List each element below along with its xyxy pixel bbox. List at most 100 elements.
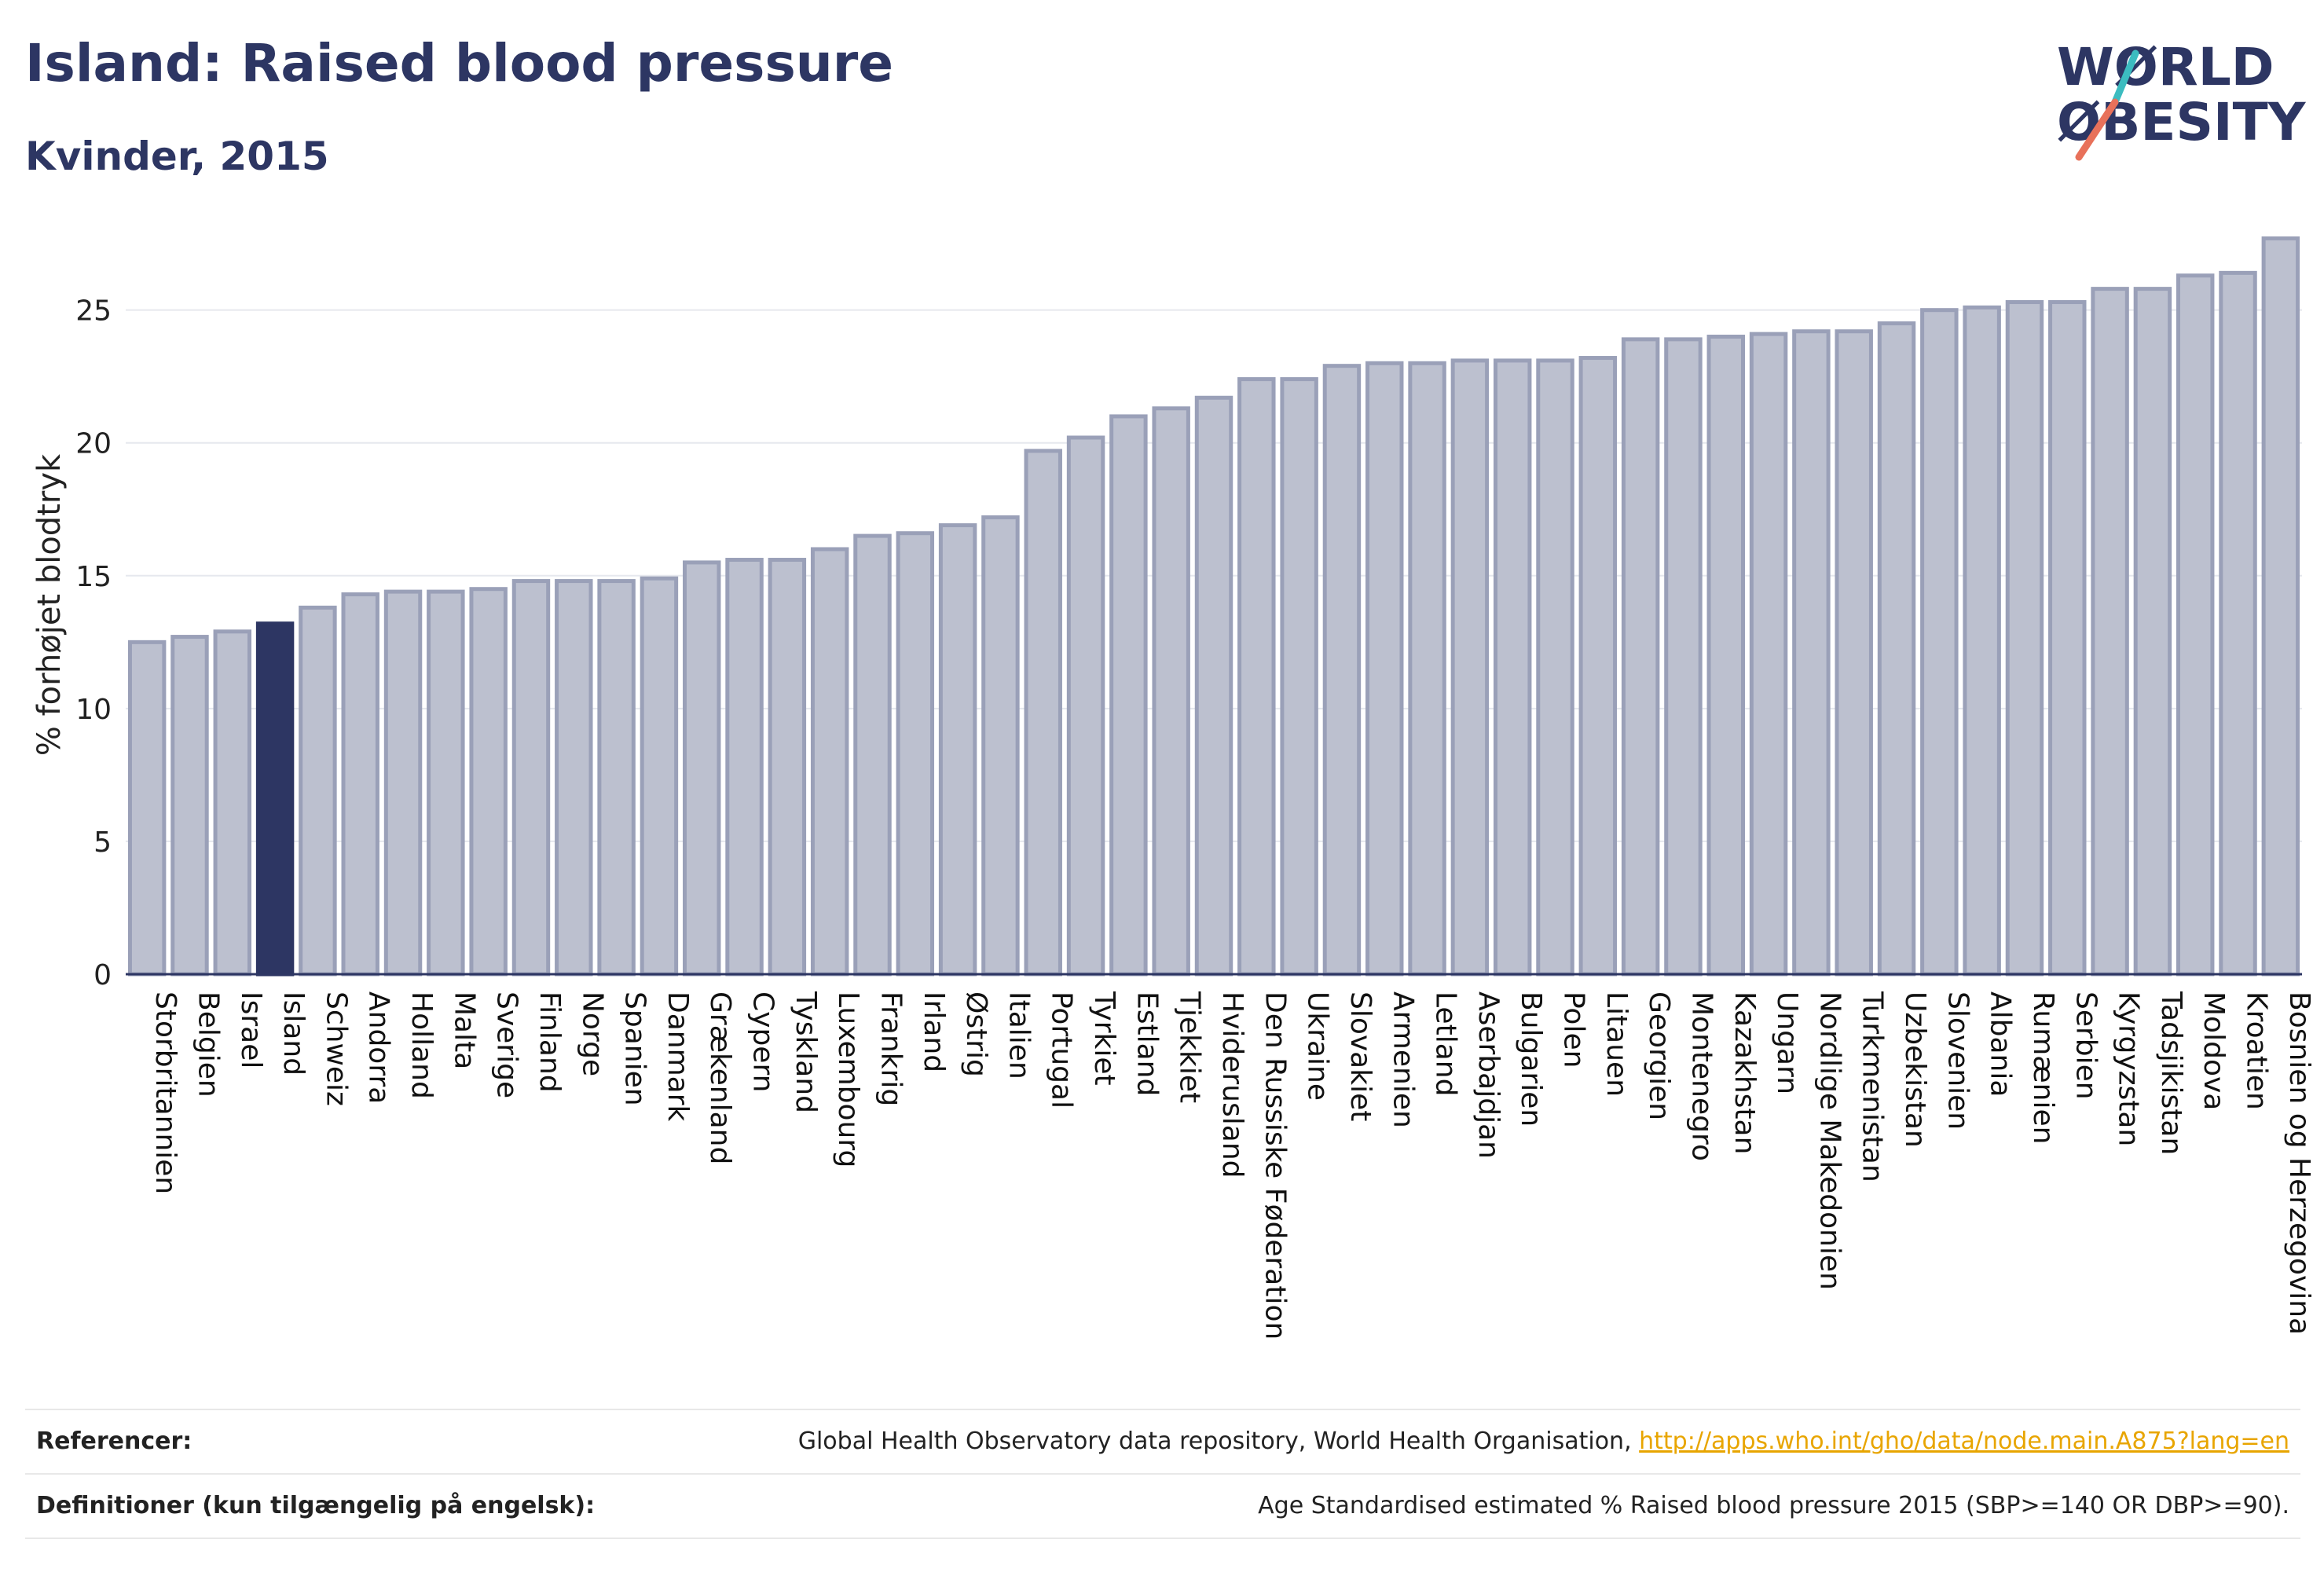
bar-slovenien[interactable] xyxy=(1920,308,1959,977)
bar-holland[interactable] xyxy=(383,589,423,977)
bar-aserbajdjan[interactable] xyxy=(1450,358,1490,977)
bar-nordlige-makedonien[interactable] xyxy=(1792,329,1831,977)
references-label: Referencer: xyxy=(36,1428,192,1455)
x-tick-label: Letland xyxy=(1430,991,1462,1096)
x-tick-label: Georgien xyxy=(1643,991,1675,1120)
bar-bosnien-og-herzegovina[interactable] xyxy=(2261,236,2300,977)
bar-tyskland[interactable] xyxy=(768,558,807,977)
x-tick-label: Storbritannien xyxy=(149,991,181,1194)
bar-norge[interactable] xyxy=(555,579,593,977)
x-tick-label: Ungarn xyxy=(1771,991,1803,1094)
bar-kyrgyzstan[interactable] xyxy=(2091,287,2129,977)
bar-montenegro[interactable] xyxy=(1664,337,1703,977)
bar-malta[interactable] xyxy=(427,589,465,977)
y-tick-label: 20 xyxy=(75,428,112,460)
bar-uzbekistan[interactable] xyxy=(1877,321,1916,977)
x-tick-label: Tjekkiet xyxy=(1174,991,1206,1103)
x-tick-label: Italien xyxy=(1003,991,1035,1079)
chart-title: Island: Raised blood pressure xyxy=(25,33,894,93)
bar-ukraine[interactable] xyxy=(1280,377,1318,977)
x-tick-label: Malta xyxy=(448,991,480,1069)
x-tick-label: Finland xyxy=(533,991,566,1093)
bar-storbritannien[interactable] xyxy=(127,640,167,977)
bar-bulgarien[interactable] xyxy=(1493,358,1532,977)
bar-rumænien[interactable] xyxy=(2005,300,2044,977)
x-tick-label: Østrig xyxy=(960,991,992,1077)
x-tick-label: Estland xyxy=(1131,991,1163,1096)
bar-frankrig[interactable] xyxy=(853,533,892,977)
x-tick-label: Frankrig xyxy=(874,991,907,1106)
x-tick-label: Andorra xyxy=(363,991,395,1104)
x-tick-label: Sverige xyxy=(491,991,523,1098)
bar-andorra[interactable] xyxy=(341,592,379,977)
bar-tadsjikistan[interactable] xyxy=(2133,287,2172,977)
x-tick-label: Cypern xyxy=(747,991,779,1092)
x-tick-label: Holland xyxy=(405,991,438,1099)
x-tick-label: Kroatien xyxy=(2241,991,2273,1110)
x-tick-label: Serbien xyxy=(2069,991,2102,1100)
bar-østrig[interactable] xyxy=(938,523,977,977)
bar-island[interactable] xyxy=(255,621,295,977)
bar-belgien[interactable] xyxy=(170,635,209,977)
bar-moldova[interactable] xyxy=(2176,273,2215,977)
x-tick-label: Spanien xyxy=(619,991,651,1106)
x-tick-label: Schweiz xyxy=(320,991,352,1106)
bar-albania[interactable] xyxy=(1963,305,2001,977)
bar-portugal[interactable] xyxy=(1024,449,1062,977)
references-link[interactable]: http://apps.who.int/gho/data/node.main.A… xyxy=(1639,1428,2289,1455)
bar-ungarn[interactable] xyxy=(1749,332,1788,977)
x-tick-label: Tadsjikistan xyxy=(2155,991,2187,1155)
bar-sverige[interactable] xyxy=(469,587,508,977)
bar-serbien[interactable] xyxy=(2048,300,2087,977)
x-tick-label: Belgien xyxy=(192,991,224,1098)
x-tick-label: Ukraine xyxy=(1302,991,1334,1101)
x-tick-label: Slovenien xyxy=(1941,991,1974,1130)
bar-chart: 0 5 10 15 20 25 Storbritannien Belgien Israel Isl… xyxy=(31,236,2315,1340)
bar-schweiz[interactable] xyxy=(299,605,337,977)
y-tick-label: 25 xyxy=(75,295,112,328)
bar-turkmenistan[interactable] xyxy=(1835,329,1873,977)
bar-armenien[interactable] xyxy=(1365,361,1404,977)
bar-spanien[interactable] xyxy=(597,579,636,977)
bar-grækenland[interactable] xyxy=(683,560,721,977)
y-tick-label: 0 xyxy=(93,959,112,991)
bar-polen[interactable] xyxy=(1536,358,1574,977)
references-row: Referencer: Global Health Observatory da… xyxy=(25,1409,2300,1473)
x-tick-label: Danmark xyxy=(662,991,694,1122)
bar-litauen[interactable] xyxy=(1578,356,1618,977)
bar-irland[interactable] xyxy=(896,531,935,977)
x-tick-label: Armenien xyxy=(1387,991,1419,1128)
references-value: Global Health Observatory data repositor… xyxy=(798,1428,2289,1455)
bar-estland[interactable] xyxy=(1109,414,1148,977)
bar-israel[interactable] xyxy=(213,629,252,977)
bar-tjekkiet[interactable] xyxy=(1152,406,1190,977)
bar-den-russiske-føderation[interactable] xyxy=(1237,377,1276,977)
definitions-label: Definitioner (kun tilgængelig på engelsk… xyxy=(36,1492,596,1519)
bar-georgien[interactable] xyxy=(1621,337,1660,977)
bar-hviderusland[interactable] xyxy=(1194,395,1233,977)
x-tick-label: Hviderusland xyxy=(1216,991,1248,1178)
bar-italien[interactable] xyxy=(981,515,1020,977)
x-tick-label: Tyrkiet xyxy=(1088,991,1120,1086)
bar-cypern[interactable] xyxy=(725,558,764,977)
x-tick-label: Albania xyxy=(1985,991,2017,1097)
references-text: Global Health Observatory data repositor… xyxy=(797,1428,1640,1455)
bar-kroatien[interactable] xyxy=(2219,270,2257,977)
bar-danmark[interactable] xyxy=(640,576,679,977)
x-tick-label: Den Russiske Føderation xyxy=(1259,991,1291,1340)
bar-letland[interactable] xyxy=(1408,361,1446,977)
x-tick-label: Tyskland xyxy=(790,991,822,1113)
definitions-value: Age Standardised estimated % Raised bloo… xyxy=(1258,1492,2289,1519)
x-tick-label: Portugal xyxy=(1046,991,1078,1109)
x-tick-label: Grækenland xyxy=(704,991,736,1164)
bar-kazakhstan[interactable] xyxy=(1706,334,1745,977)
x-tick-label: Aserbajdjan xyxy=(1472,991,1505,1159)
logo-slash-teal xyxy=(2111,49,2139,106)
x-tick-label: Slovakiet xyxy=(1344,991,1376,1121)
bar-tyrkiet[interactable] xyxy=(1066,435,1105,977)
bar-luxembourg[interactable] xyxy=(810,547,849,977)
bar-finland[interactable] xyxy=(511,579,551,977)
bars xyxy=(127,236,2300,977)
x-tick-label: Uzbekistan xyxy=(1899,991,1931,1148)
bar-slovakiet[interactable] xyxy=(1322,364,1362,977)
